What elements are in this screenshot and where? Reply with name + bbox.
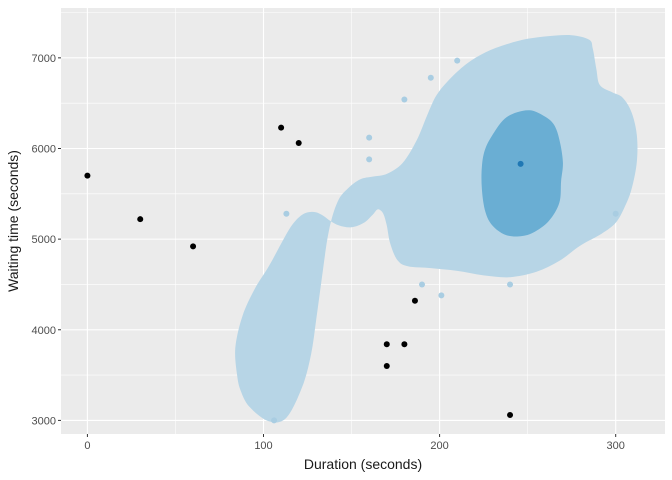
data-point-outside bbox=[411, 297, 418, 304]
data-point-center bbox=[517, 160, 524, 167]
y-axis-ticks: 3000 4000 5000 6000 7000 bbox=[32, 53, 61, 427]
y-tick-label: 7000 bbox=[32, 53, 56, 65]
data-point-inside bbox=[283, 210, 290, 217]
data-point-outside bbox=[383, 363, 390, 370]
y-tick-label: 4000 bbox=[32, 325, 56, 337]
data-point-inside bbox=[418, 281, 425, 288]
data-point-inside bbox=[438, 292, 445, 299]
data-point-outside bbox=[84, 172, 91, 179]
data-points bbox=[84, 57, 619, 424]
x-axis-ticks: 0 100 200 300 bbox=[84, 434, 625, 452]
data-point-inside bbox=[427, 74, 434, 81]
data-point-outside bbox=[295, 140, 302, 147]
x-tick-label: 100 bbox=[254, 440, 272, 452]
data-point-outside bbox=[190, 243, 197, 250]
data-point-inside bbox=[366, 134, 373, 141]
y-tick-label: 3000 bbox=[32, 415, 56, 427]
data-point-outside bbox=[383, 341, 390, 348]
data-point-outside bbox=[507, 411, 514, 418]
x-axis-title: Duration (seconds) bbox=[304, 456, 422, 472]
data-point-inside bbox=[366, 156, 373, 163]
x-tick-label: 0 bbox=[84, 440, 90, 452]
data-point-inside bbox=[612, 210, 619, 217]
data-point-outside bbox=[278, 124, 285, 131]
data-point-inside bbox=[454, 57, 461, 64]
data-point-inside bbox=[401, 96, 408, 103]
x-tick-label: 300 bbox=[607, 440, 625, 452]
y-tick-label: 6000 bbox=[32, 143, 56, 155]
density-regions bbox=[235, 35, 638, 423]
y-axis-title: Waiting time (seconds) bbox=[5, 150, 21, 292]
y-tick-label: 5000 bbox=[32, 234, 56, 246]
data-point-inside bbox=[507, 281, 514, 288]
x-tick-label: 200 bbox=[430, 440, 448, 452]
data-point-outside bbox=[401, 341, 408, 348]
density-region-inner bbox=[481, 110, 563, 237]
data-point-inside bbox=[271, 417, 278, 424]
data-point-outside bbox=[137, 216, 144, 223]
